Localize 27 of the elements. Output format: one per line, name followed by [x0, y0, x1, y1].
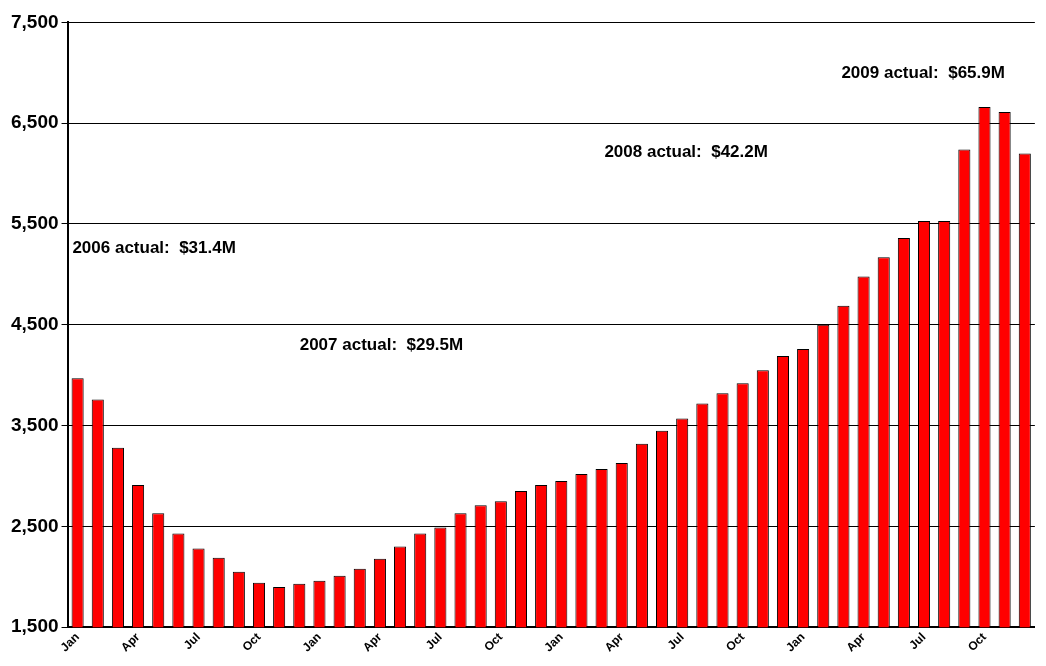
- x-tick-label: Jan: [299, 629, 324, 655]
- x-tick-label: Jan: [541, 629, 566, 655]
- y-tick-label: 4,500: [11, 313, 59, 335]
- annotation: 2006 actual: $31.4M: [72, 238, 236, 258]
- x-tick-label: Jul: [422, 629, 445, 653]
- annotation: 2008 actual: $42.2M: [604, 141, 768, 161]
- x-tick-label: Jul: [906, 629, 929, 653]
- x-tick-label: Oct: [964, 629, 989, 654]
- x-tick-label: Apr: [118, 629, 143, 655]
- x-tick-label: Oct: [481, 629, 506, 654]
- x-tick-label: Apr: [601, 629, 627, 655]
- annotation: 2009 actual: $65.9M: [841, 62, 1005, 82]
- x-tick-label: Apr: [843, 629, 869, 655]
- x-tick-label: Jul: [180, 629, 203, 653]
- x-tick-label: Oct: [723, 629, 748, 654]
- y-tick-label: 5,500: [11, 212, 59, 234]
- x-tick-label: Jan: [783, 629, 808, 655]
- y-tick-label: 2,500: [11, 514, 59, 536]
- y-tick-label: 1,500: [11, 615, 59, 637]
- x-tick-label: Apr: [359, 629, 385, 655]
- y-tick-label: 6,500: [11, 111, 59, 133]
- x-tick-label: Jul: [664, 629, 687, 653]
- x-tick-label: Jan: [57, 629, 83, 655]
- y-tick-label: 3,500: [11, 413, 59, 435]
- x-tick-label: Oct: [239, 629, 264, 654]
- annotation: 2007 actual: $29.5M: [299, 335, 464, 355]
- y-tick-label: 7,500: [11, 10, 59, 32]
